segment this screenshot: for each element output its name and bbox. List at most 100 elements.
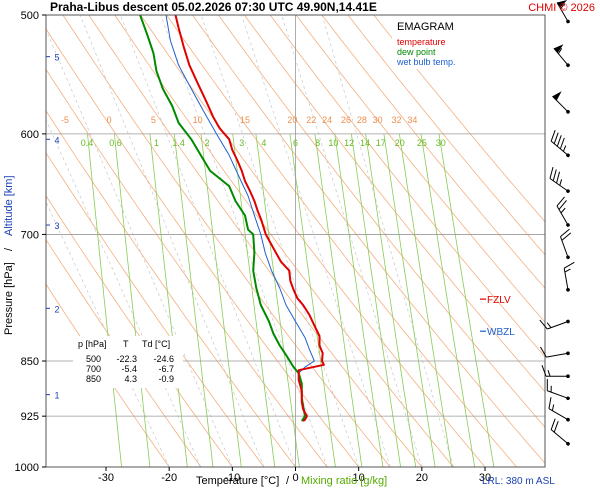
- mixing-ratio-line: [255, 133, 300, 467]
- mixing-ratio-line: [383, 133, 436, 467]
- y-axis-title: Pressure [hPa] / Altitude [km]: [3, 175, 15, 335]
- table-cell: -22.3: [116, 354, 137, 364]
- wind-barb-half: [564, 268, 571, 273]
- dry-adiabat-label: -5: [61, 115, 69, 125]
- wind-barb-staff: [548, 408, 569, 421]
- wind-barb-staff: [547, 321, 569, 330]
- dry-adiabat-label: 0: [107, 115, 112, 125]
- wind-barb-staff: [550, 429, 569, 445]
- moist-adiabat: [200, 15, 360, 467]
- dry-adiabat-label: 26: [341, 115, 351, 125]
- wind-barb: [556, 0, 570, 24]
- wind-barb-full: [540, 346, 547, 358]
- wind-barb-half: [550, 385, 552, 393]
- mixing-ratio-line: [399, 133, 453, 467]
- mixing-ratio-line: [200, 133, 242, 467]
- wind-barb-full: [556, 196, 565, 207]
- legend-item-wet-bulb: wet bulb temp.: [396, 57, 456, 67]
- wind-barb-half: [560, 3, 566, 9]
- y-tick-label: 850: [21, 356, 39, 368]
- mixing-ratio-label: 14: [360, 138, 370, 148]
- legend-item-dew-point: dew point: [397, 47, 436, 57]
- wind-barb-full: [552, 169, 557, 181]
- dry-adiabat: [46, 195, 233, 467]
- wind-barb: [553, 44, 570, 67]
- legend-title: EMAGRAM: [397, 21, 454, 33]
- wind-barb-pennant: [553, 44, 564, 53]
- dry-adiabat: [373, 15, 545, 223]
- y-axis-title-separator: /: [3, 247, 15, 251]
- mixing-ratio-label: 1.4: [172, 138, 185, 148]
- moist-adiabat: [46, 118, 202, 467]
- mixing-ratio-lines: [87, 133, 495, 467]
- x-tick-label: 20: [416, 472, 428, 484]
- wind-barb: [539, 319, 570, 330]
- wind-barb: [541, 365, 570, 379]
- wind-barb-full: [546, 379, 548, 391]
- wind-barb-half: [559, 179, 563, 186]
- legend-item-temperature: temperature: [397, 37, 446, 47]
- mixing-ratio-line: [149, 133, 188, 467]
- mixing-ratio-label: 3: [239, 138, 244, 148]
- mixing-ratio-line: [87, 133, 122, 467]
- mixing-ratio-line: [289, 133, 336, 467]
- wind-barb: [560, 228, 572, 260]
- y-tick-label: 925: [21, 411, 39, 423]
- wind-barbs: [539, 0, 575, 446]
- moist-adiabat: [160, 15, 328, 467]
- mixing-ratio-line: [232, 133, 276, 467]
- dry-adiabat: [62, 15, 391, 467]
- x-tick-label: 30: [479, 472, 491, 484]
- x-tick-label: -30: [98, 472, 114, 484]
- wind-barb-staff: [546, 352, 569, 358]
- copyright: CHMI © 2026: [528, 2, 595, 14]
- wind-barb-half: [547, 370, 551, 377]
- table-header-p: p [hPa]: [78, 339, 107, 349]
- data-table-box: [73, 336, 183, 388]
- wind-barb-pennant: [552, 91, 562, 101]
- altitude-tick-label: 2: [54, 304, 59, 314]
- wind-barb: [540, 346, 570, 358]
- mixing-ratio-label: 0.4: [81, 138, 94, 148]
- wind-barb-full: [556, 135, 562, 147]
- wind-barb-full: [553, 132, 559, 144]
- x-tick-label: 10: [353, 472, 365, 484]
- dry-adiabat: [46, 68, 328, 467]
- temperature-line: [174, 15, 325, 422]
- moist-adiabat: [281, 15, 423, 467]
- wind-barb: [550, 129, 570, 158]
- table-cell: -0.9: [158, 374, 174, 384]
- mixing-ratio-label: 12: [344, 138, 354, 148]
- mixing-ratio-label: 25: [417, 138, 427, 148]
- mixing-ratio-label: 1: [154, 138, 159, 148]
- chart-title: Praha-Libus descent 05.02.2026 07:30 UTC…: [50, 0, 377, 14]
- table-cell: -24.6: [153, 354, 174, 364]
- data-table: p [hPa] T Td [°C] 500 -22.3 -24.6 700 -5…: [78, 339, 174, 384]
- dry-adiabat: [46, 28, 360, 467]
- table-cell: 4.3: [124, 374, 137, 384]
- table-cell: 700: [86, 364, 101, 374]
- fzlv-label: FZLV: [487, 295, 511, 306]
- moist-adiabat: [46, 28, 233, 467]
- wind-barb: [550, 418, 570, 446]
- wind-barb-half: [562, 145, 567, 152]
- mixing-ratio-label: 6: [293, 138, 298, 148]
- mixing-ratio-label: 10: [328, 138, 338, 148]
- legend-box: [392, 17, 470, 69]
- mixing-ratio-line: [334, 133, 384, 467]
- wind-barb-full: [563, 261, 575, 269]
- level-markers: FZLV WBZL: [480, 295, 515, 338]
- wind-barb-staff: [549, 178, 569, 192]
- wind-barb-staff: [556, 205, 569, 226]
- dry-adiabat: [192, 15, 545, 464]
- x-axis-title: Temperature [°C] / Mixing ratio [g/kg]: [196, 475, 387, 487]
- wind-barb-full: [541, 365, 547, 377]
- wind-barb-half: [557, 48, 563, 54]
- wind-barb-half: [546, 322, 552, 328]
- dry-adiabat-label: 30: [373, 115, 383, 125]
- y-tick-label: 1000: [15, 462, 39, 474]
- dry-adiabat-label: 24: [322, 115, 332, 125]
- mixing-ratio-line: [314, 133, 363, 467]
- dry-adiabat-label: 28: [357, 115, 367, 125]
- wind-barb-staff: [553, 48, 569, 66]
